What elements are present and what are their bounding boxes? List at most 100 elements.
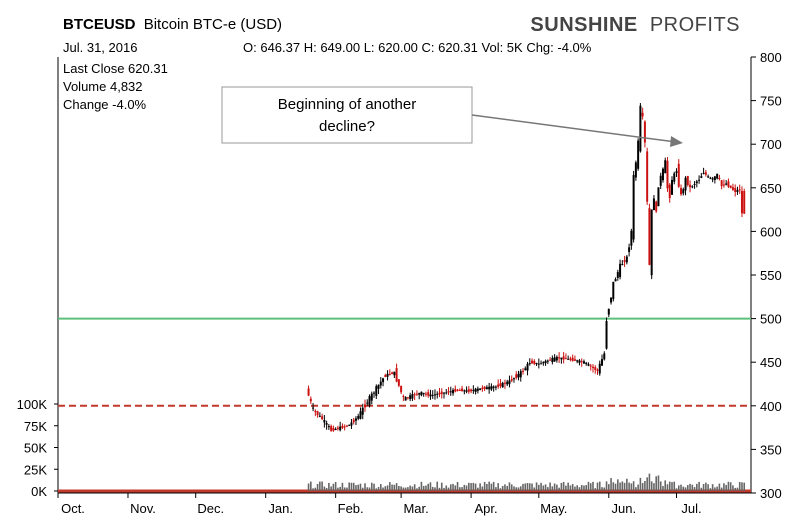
date-tick-label: Jun. [611, 501, 636, 516]
candle-body-down [388, 373, 391, 375]
volume-bar [718, 483, 721, 491]
candle-body-up [535, 362, 538, 365]
candle-body-up [409, 395, 412, 399]
volume-bar [391, 484, 393, 491]
candle-body-up [443, 392, 446, 394]
candle-body-up [517, 373, 520, 378]
volume-bar [592, 481, 594, 491]
candle-body-down [686, 175, 689, 186]
candle-body-down [499, 383, 502, 387]
volume-bars [58, 473, 751, 493]
volume-bar [725, 484, 727, 491]
volume-bar [741, 482, 743, 491]
volume-bar [538, 484, 540, 491]
candle-body-down [316, 411, 319, 416]
candle-body-down [738, 189, 741, 191]
candle-body-up [553, 357, 556, 362]
candle-body-up [560, 357, 563, 360]
candle-body-down [314, 410, 317, 413]
candle-body-up [711, 178, 714, 180]
annotation-box [221, 86, 473, 144]
candle-body-down [531, 360, 534, 364]
candle-body-up [476, 388, 479, 391]
candle-body-up [698, 179, 701, 181]
candle-body-up [375, 386, 378, 396]
candle-body-up [357, 416, 360, 419]
candle-body-up [650, 209, 653, 276]
price-tick-label: 700 [760, 137, 782, 152]
candle-body-down [397, 379, 400, 386]
volume-bar [413, 484, 416, 491]
annotation-callout: Beginning of another decline? [221, 86, 683, 147]
volume-bar [587, 481, 590, 491]
volume-bar [506, 486, 509, 491]
volume-bar [481, 486, 484, 491]
candle-body-up [382, 378, 385, 383]
volume-bar [698, 481, 700, 491]
volume-bar [339, 486, 341, 491]
candle-body-up [494, 386, 497, 388]
volume-bar [330, 486, 332, 491]
candle-body-up [585, 362, 588, 365]
candle-body-down [438, 392, 441, 395]
candle-body-up [695, 181, 698, 184]
price-tick-label: 500 [760, 312, 782, 327]
volume-bar [319, 481, 321, 491]
volume-bar [682, 486, 685, 491]
price-tick-label: 400 [760, 399, 782, 414]
candle-body-down [447, 391, 450, 393]
candle-body-up [707, 176, 710, 178]
candle-body-down [458, 389, 461, 391]
candle-body-down [481, 387, 484, 389]
brand-light: PROFITS [650, 14, 740, 36]
candle-body-up [379, 381, 382, 386]
volume-bar [574, 486, 576, 491]
volume-bar [497, 483, 499, 491]
volume-bar [709, 488, 712, 491]
date-tick-label: May. [540, 501, 567, 516]
volume-bar [727, 481, 730, 491]
volume-bar [438, 487, 441, 491]
volume-bar [540, 482, 542, 491]
price-tick-label: 800 [760, 50, 782, 65]
volume-bar [569, 485, 572, 491]
volume-bar [650, 481, 653, 491]
candle-body-up [702, 173, 705, 175]
candle-body-up [334, 429, 337, 431]
candle-body-down [400, 385, 403, 393]
candle-body-up [610, 297, 613, 303]
volume-bar [551, 486, 554, 491]
candle-body-up [373, 392, 376, 394]
volume-bar [409, 485, 411, 491]
candle-body-up [693, 183, 696, 185]
candle-body-up [625, 256, 628, 263]
candle-body-down [352, 419, 355, 423]
candle-body-up [325, 423, 328, 425]
volume-bar [486, 483, 488, 491]
volume-bar [445, 485, 448, 491]
candle-body-down [718, 177, 721, 179]
candle-body-down [727, 181, 730, 187]
candle-body-up [359, 411, 362, 419]
volume-bar [671, 482, 673, 491]
volume-bar [535, 482, 538, 491]
volume-bar [350, 482, 353, 491]
candle-body-down [643, 121, 646, 143]
volume-bar [346, 487, 348, 491]
candle-body-up [605, 321, 608, 349]
candle-body-up [582, 361, 585, 364]
volume-bar [384, 486, 387, 491]
volume-bar [366, 487, 369, 491]
volume-bar [307, 483, 310, 491]
volume-bar [576, 485, 578, 491]
volume-bar [628, 482, 630, 491]
price-tick-label: 750 [760, 94, 782, 109]
volume-bar [420, 481, 423, 491]
candle-body-up [452, 390, 455, 394]
volume-bar [662, 485, 664, 491]
candle-body-down [427, 392, 430, 396]
volume-bar [560, 482, 563, 491]
volume-bar [357, 484, 360, 491]
candle-body-up [361, 407, 364, 415]
